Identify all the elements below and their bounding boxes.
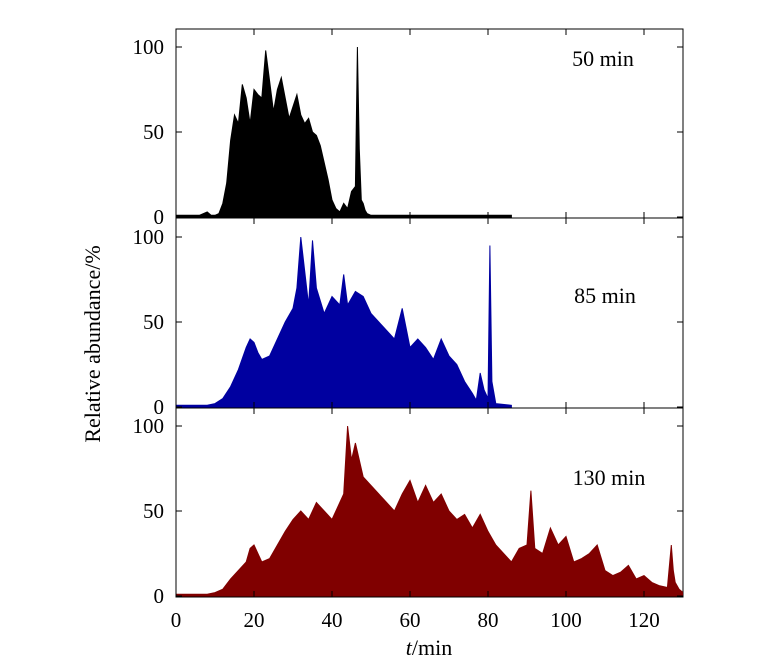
y-tick-label: 100 <box>133 414 165 438</box>
panel-label: 130 min <box>573 465 646 490</box>
series-trace-3 <box>176 425 683 597</box>
y-tick-label: 0 <box>154 584 165 608</box>
y-tick-label: 0 <box>154 395 165 419</box>
y-tick-label: 50 <box>143 499 164 523</box>
y-axis-title: Relative abundance/% <box>80 245 105 442</box>
panel-label: 50 min <box>572 46 634 71</box>
panel-label: 85 min <box>574 283 636 308</box>
y-tick-label: 0 <box>154 205 165 229</box>
panel-3: 0 50 100 130 min <box>133 407 684 608</box>
y-tick-label: 50 <box>143 120 164 144</box>
x-tick-label: 80 <box>478 608 499 632</box>
trace-group <box>176 425 683 597</box>
panel-2: 0 50 100 85 min <box>133 217 684 419</box>
x-tick-label: 20 <box>244 608 265 632</box>
series-trace-2 <box>176 236 512 408</box>
x-tick-label: 100 <box>550 608 582 632</box>
x-tick-label: 0 <box>171 608 182 632</box>
x-axis-title-unit: /min <box>412 635 452 660</box>
panel-frame <box>175 407 684 598</box>
panel-1: 0 50 100 50 min <box>133 28 684 229</box>
y-tick-label: 100 <box>133 225 165 249</box>
x-axis: 0 20 40 60 80 100 120 <box>171 608 660 632</box>
y-tick-label: 100 <box>133 35 165 59</box>
chromatogram-panels: 0 50 100 50 min 0 50 100 85 min 0 50 100 130 min <box>133 28 684 608</box>
trace-group <box>176 46 512 218</box>
series-trace-1 <box>176 46 512 218</box>
x-axis-title-variable: t <box>406 635 413 660</box>
x-tick-label: 120 <box>628 608 660 632</box>
x-tick-label: 40 <box>322 608 343 632</box>
x-axis-title: t/min <box>406 635 452 660</box>
trace-group <box>176 236 512 408</box>
y-tick-label: 50 <box>143 310 164 334</box>
x-tick-label: 60 <box>400 608 421 632</box>
